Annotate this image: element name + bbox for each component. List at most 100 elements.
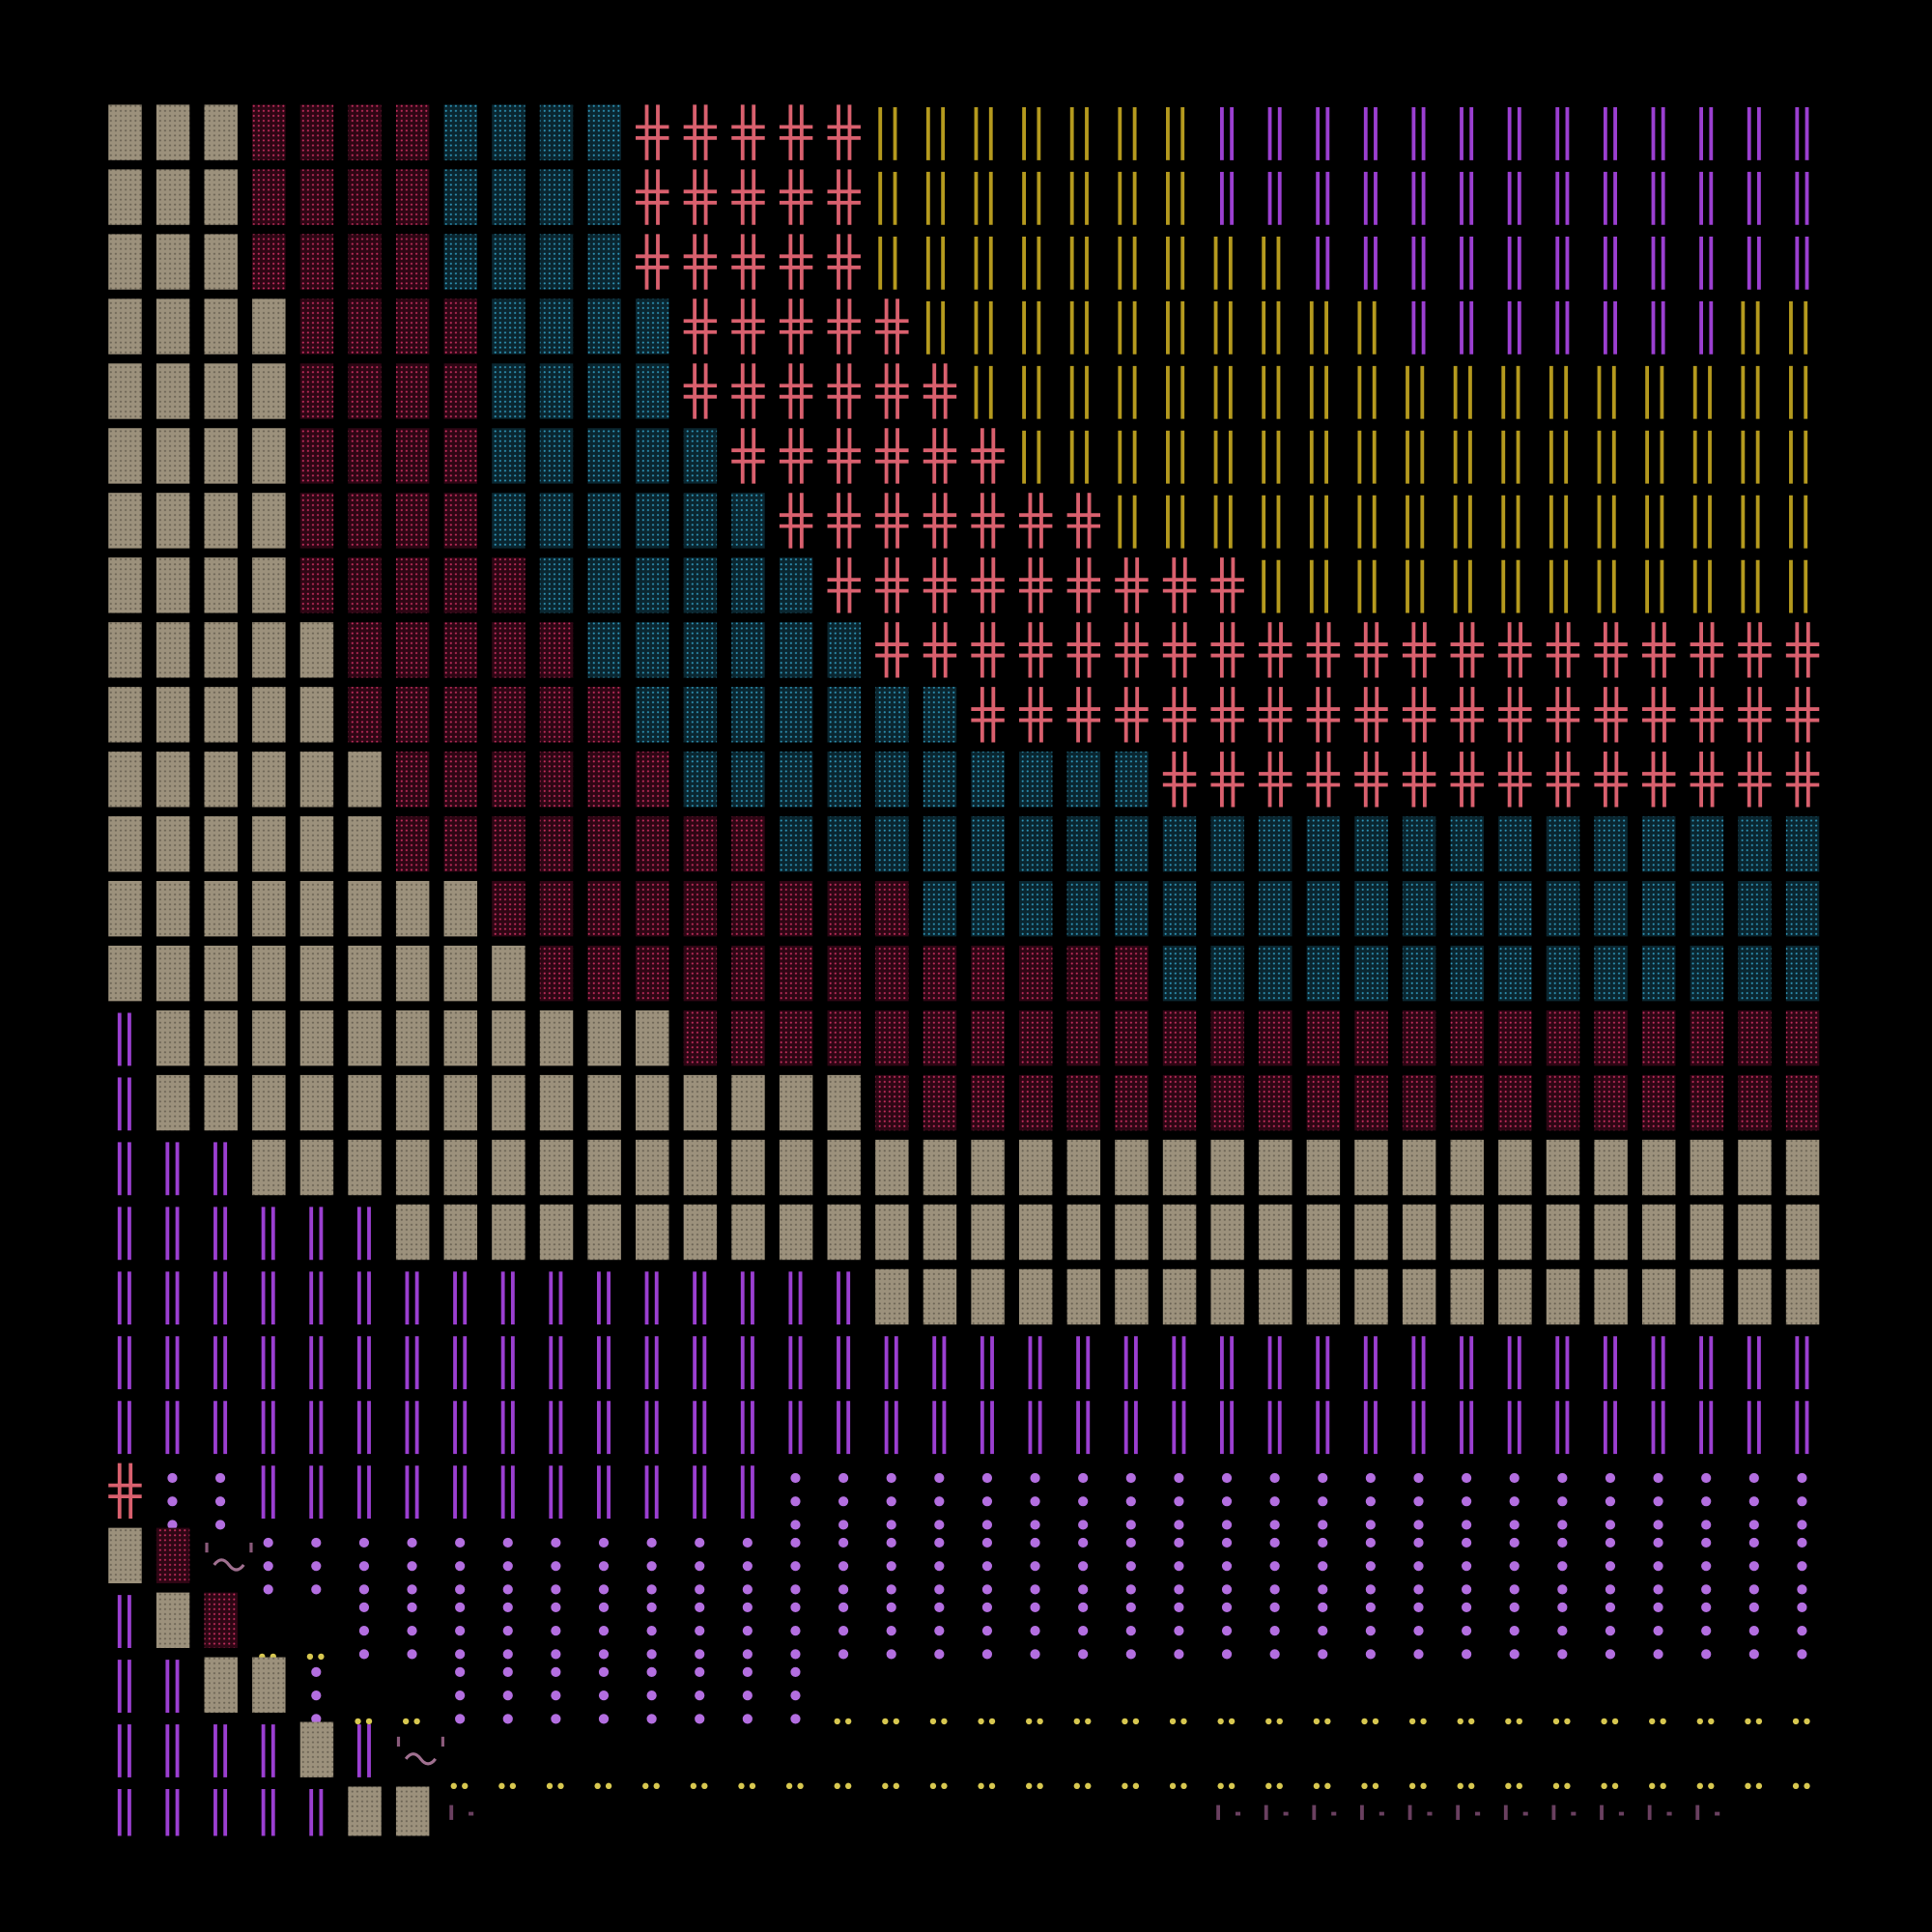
red-block [1066,1009,1101,1066]
red-block [1210,1009,1244,1066]
dot [551,1714,561,1724]
dot [886,1626,896,1636]
dot [981,1520,993,1530]
blue-block [1162,816,1197,872]
glyph-row [108,945,1820,1002]
tan-block [443,945,478,1002]
blue-block [636,363,669,419]
dot [1269,1649,1280,1660]
dot [263,1561,273,1572]
dot [1462,1496,1472,1507]
dot [790,1520,801,1530]
dot [790,1690,801,1701]
small-dot [1804,1718,1810,1725]
dot [1509,1472,1520,1484]
tan-block [923,1139,957,1196]
dot [981,1496,993,1507]
blue-block [1066,880,1101,937]
tan-block [492,945,526,1002]
tan-block [252,1009,286,1066]
dot [311,1666,322,1677]
tan-block [156,363,190,419]
dot [790,1626,801,1636]
small-dot [402,1718,410,1725]
small-dot [1313,1718,1321,1725]
dot [1269,1626,1280,1636]
tan-block [156,816,190,872]
tan-block [252,1657,286,1713]
blue-block [1402,945,1436,1002]
small-dot [642,1782,649,1790]
red-block [395,104,430,160]
tan-block [108,1527,142,1584]
dot [981,1561,993,1572]
dot [1509,1537,1520,1548]
tan-block [731,1074,765,1131]
tan-block [923,1268,957,1325]
red-block [1402,1074,1436,1131]
blue-block [731,557,765,613]
small-dot [1468,1718,1475,1725]
dot [407,1649,417,1660]
tan-block [299,1074,334,1131]
dot [1174,1496,1184,1507]
red-block [731,1009,765,1066]
dot [1557,1561,1568,1572]
red-block [1546,1009,1580,1066]
blue-block [1402,816,1436,872]
tan-block [1162,1268,1197,1325]
blue-block [1785,945,1820,1002]
dot [1701,1537,1712,1548]
dot [1748,1561,1759,1572]
dot [1413,1626,1424,1636]
dot [886,1520,896,1530]
blue-block [587,104,621,160]
red-block [348,104,382,160]
red-block [731,816,765,872]
tan-block [156,104,190,160]
tan-block [156,622,190,678]
dot [981,1537,993,1548]
dot [551,1649,561,1660]
dot [1174,1626,1184,1636]
tan-block [252,1139,286,1196]
dot [1605,1537,1616,1548]
red-block [348,169,382,225]
glyph-row [117,1786,1720,1842]
dot [1701,1626,1712,1636]
blue-block [1210,880,1244,937]
dot [1125,1496,1136,1507]
red-block [1115,1074,1149,1131]
red-block [443,687,478,743]
red-block [1259,1009,1293,1066]
dot [598,1537,610,1548]
dot [1748,1584,1759,1595]
dot [1797,1537,1807,1548]
red-block [1306,1074,1341,1131]
dot [1605,1496,1616,1507]
dot [790,1537,801,1548]
dot [1557,1584,1568,1595]
red-block [1018,945,1053,1002]
blue-block [1259,945,1293,1002]
red-block [875,1074,909,1131]
blue-block [492,493,526,549]
small-dot [1169,1782,1177,1790]
dot [311,1584,322,1595]
tan-block [1306,1139,1341,1196]
tan-block [1498,1204,1532,1261]
dot [1125,1561,1136,1572]
small-dot [1313,1782,1321,1790]
blue-block [1642,816,1676,872]
dot [1125,1626,1136,1636]
dot [455,1584,466,1595]
dot [1557,1626,1568,1636]
small-dot [978,1782,984,1790]
dot [1462,1520,1472,1530]
tan-block [1594,1139,1628,1196]
dot [1797,1649,1807,1660]
dot [1318,1472,1328,1484]
blue-block [1018,880,1053,937]
red-block [1785,1074,1820,1131]
dot [1365,1520,1376,1530]
